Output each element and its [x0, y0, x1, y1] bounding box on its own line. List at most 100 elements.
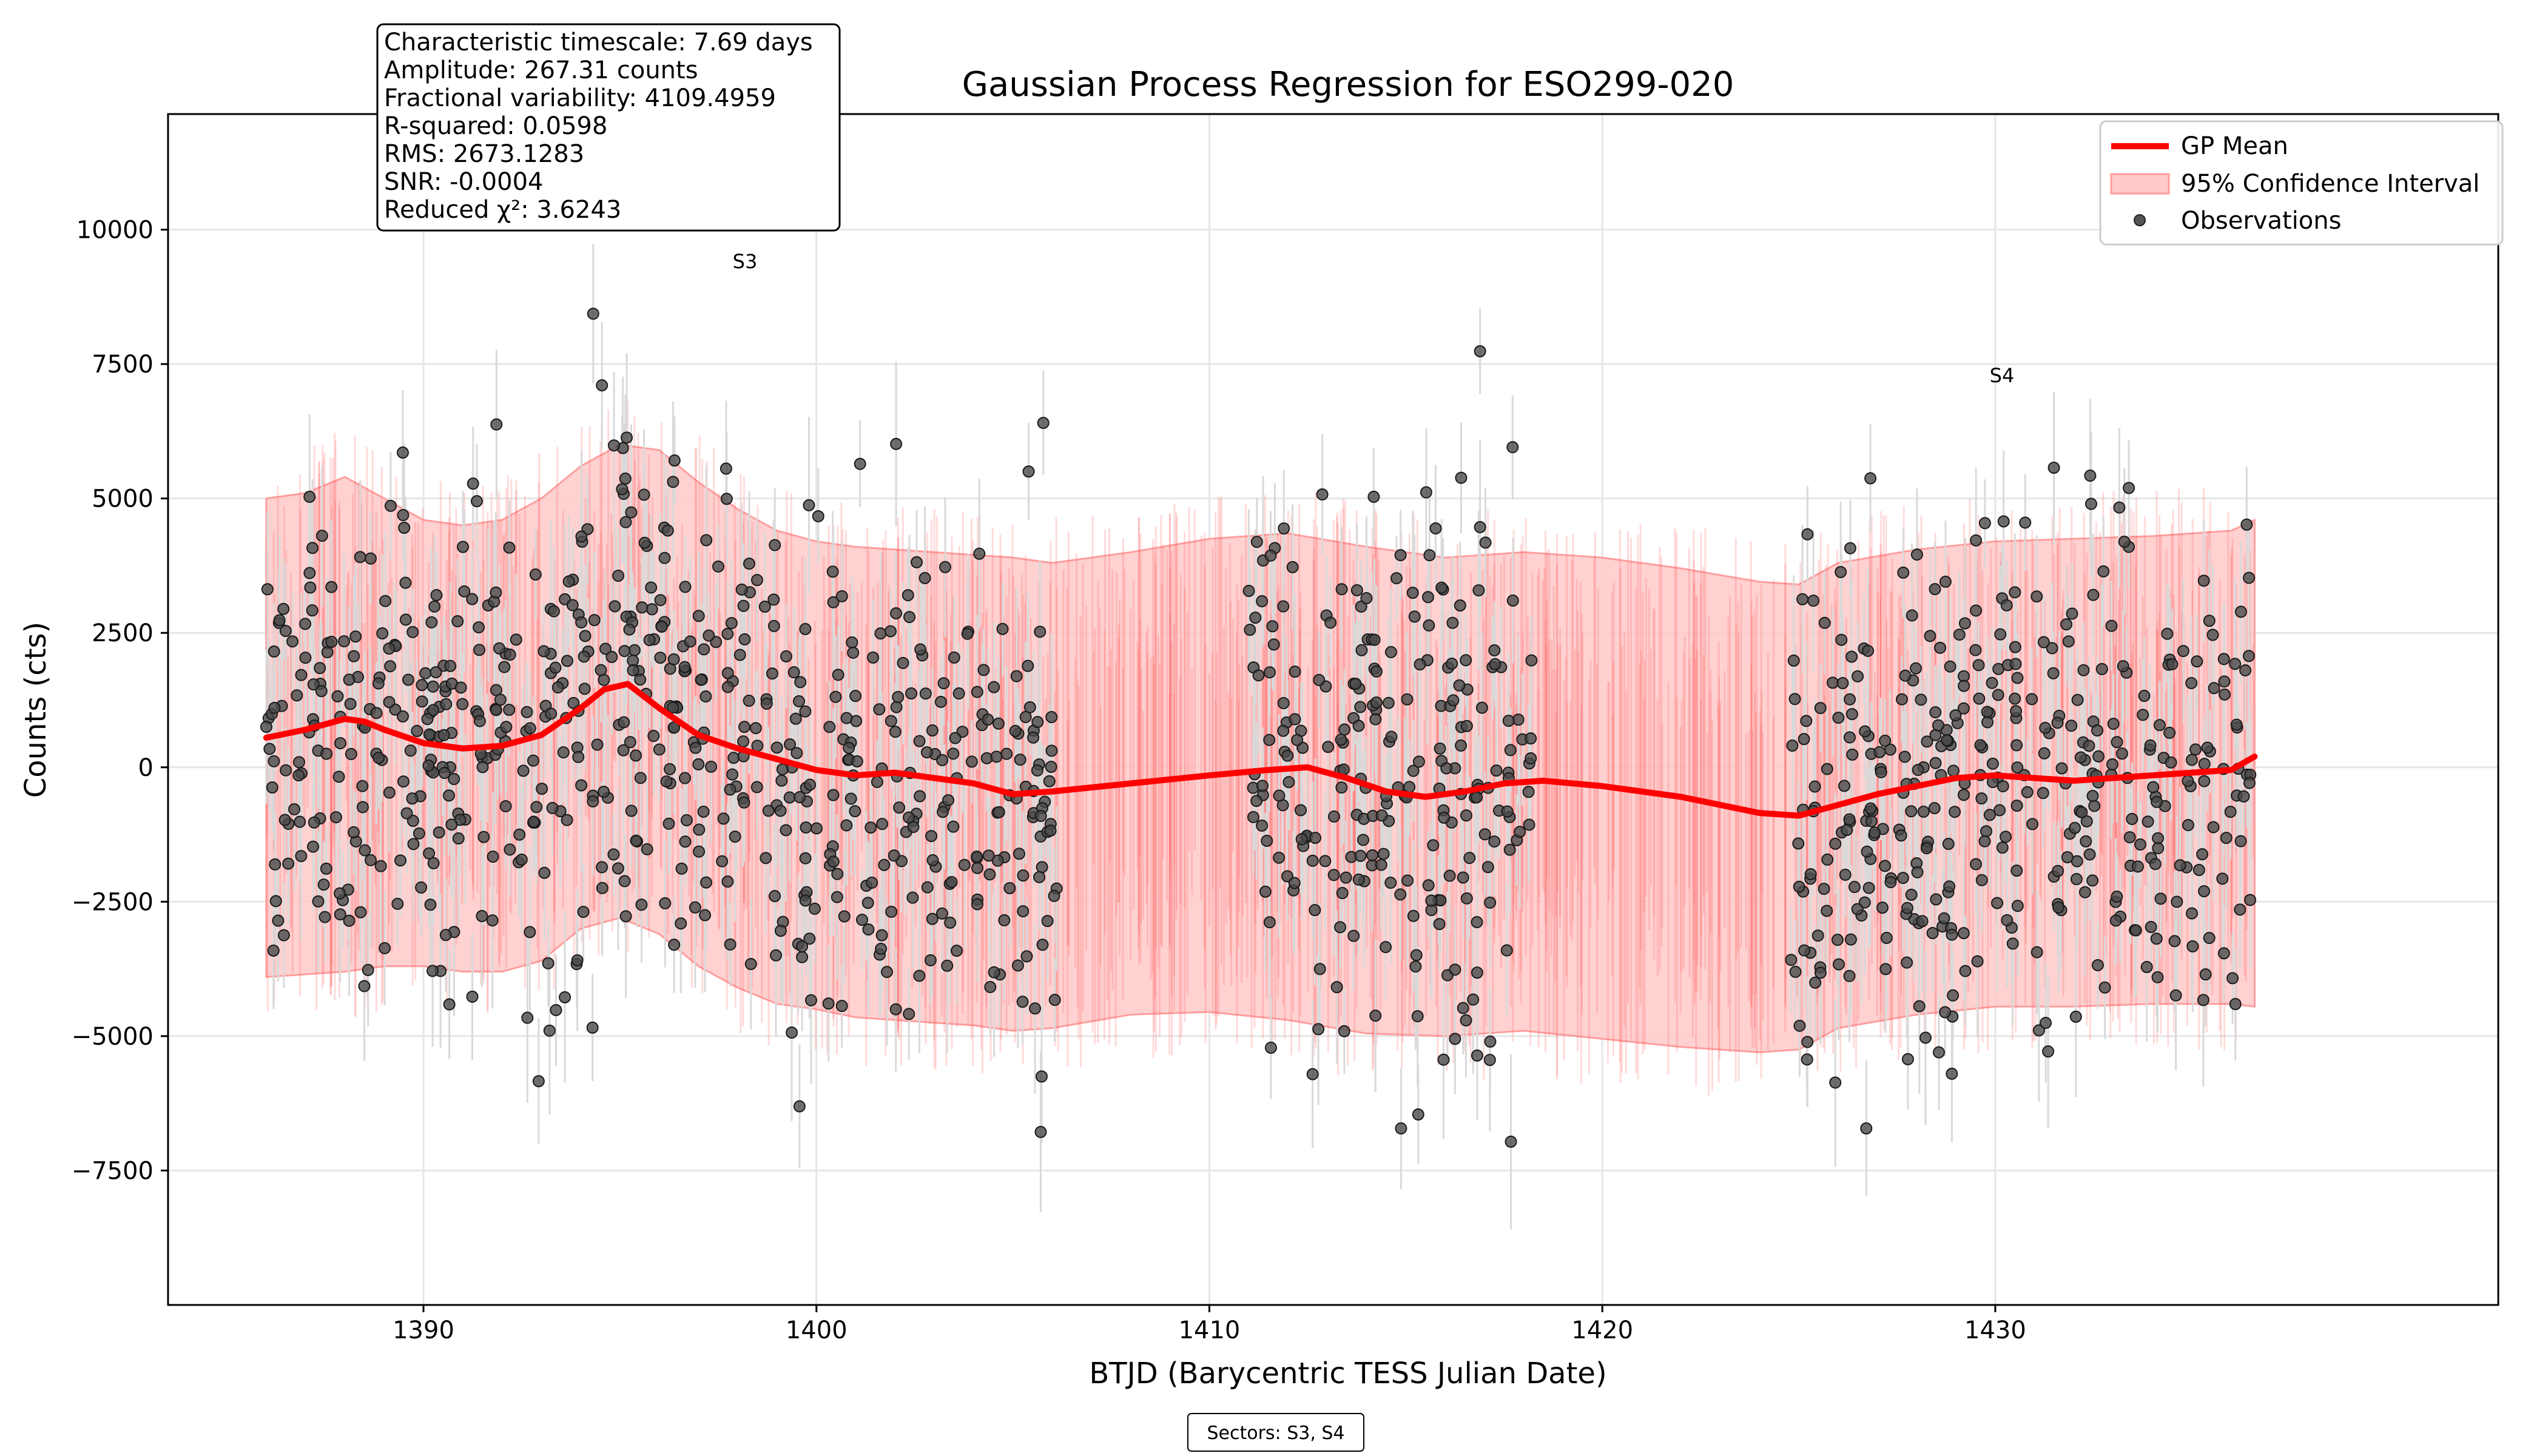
observation-point: [949, 732, 962, 744]
observation-point: [1446, 658, 1458, 670]
observation-point: [466, 990, 479, 1003]
observation-point: [1350, 584, 1363, 596]
observation-point: [1295, 804, 1307, 817]
observation-point: [1328, 810, 1341, 823]
observation-point: [721, 667, 734, 679]
observation-point: [374, 860, 387, 872]
x-tick-label: 1430: [1964, 1316, 2026, 1344]
observation-point: [1880, 932, 1893, 945]
observation-point: [689, 741, 702, 754]
observation-point: [624, 736, 636, 749]
observation-point: [457, 541, 470, 553]
observation-point: [832, 669, 844, 681]
observation-point: [1949, 806, 1961, 818]
observation-point: [692, 610, 705, 622]
observation-point: [1801, 1053, 1813, 1066]
observation-point: [1289, 713, 1301, 726]
observation-point: [1406, 587, 1419, 599]
observation-point: [399, 613, 412, 626]
observation-point: [527, 815, 540, 828]
observation-point: [1829, 837, 1842, 850]
observation-point: [885, 905, 898, 918]
observation-point: [473, 715, 486, 727]
observation-point: [2011, 672, 2024, 684]
y-tick-label: 5000: [92, 485, 153, 513]
observation-point: [2083, 848, 2096, 861]
observation-point: [2074, 751, 2087, 764]
observation-point: [1986, 757, 1999, 770]
observation-point: [1978, 517, 1991, 530]
observation-point: [2192, 864, 2205, 877]
observation-point: [2189, 743, 2202, 756]
observation-point: [1798, 733, 1810, 746]
observation-point: [2113, 501, 2126, 514]
observation-point: [445, 818, 458, 831]
observation-point: [1981, 716, 1994, 729]
observation-point: [400, 807, 413, 820]
observation-point: [1460, 809, 1472, 822]
observation-point: [703, 629, 715, 642]
observation-point: [1036, 939, 1049, 951]
observation-point: [934, 695, 947, 708]
observation-point: [444, 659, 457, 672]
observation-point: [1926, 926, 1939, 939]
observation-point: [2144, 739, 2157, 752]
observation-point: [1901, 902, 1913, 914]
observation-point: [503, 704, 516, 716]
observation-point: [1851, 903, 1864, 915]
observation-point: [612, 862, 624, 875]
observation-point: [1808, 780, 1821, 793]
observation-point: [1970, 604, 1983, 617]
observation-point: [905, 687, 918, 699]
observation-point: [1930, 893, 1943, 906]
observation-point: [1974, 739, 1987, 752]
observation-point: [578, 650, 590, 663]
observation-point: [1938, 912, 1950, 925]
observation-point: [2165, 756, 2177, 769]
observation-point: [599, 642, 612, 655]
observation-point: [897, 656, 909, 669]
x-axis-label: BTJD (Barycentric TESS Julian Date): [1089, 1357, 1606, 1390]
observation-point: [2080, 835, 2092, 848]
observation-point: [1375, 809, 1388, 822]
observation-point: [269, 895, 282, 908]
observation-point: [1924, 630, 1936, 642]
observation-point: [636, 601, 649, 614]
observation-point: [551, 681, 564, 694]
observation-point: [2206, 629, 2219, 641]
observation-point: [2092, 750, 2105, 763]
observation-point: [2199, 968, 2212, 981]
observation-point: [358, 980, 371, 993]
observation-point: [1045, 710, 1058, 723]
observation-point: [1479, 536, 1492, 549]
observation-point: [1289, 666, 1301, 678]
observation-point: [1309, 832, 1322, 844]
observation-point: [1809, 976, 1822, 989]
observation-point: [596, 861, 608, 874]
observation-point: [2117, 660, 2129, 673]
observation-point: [906, 891, 919, 904]
observation-point: [2046, 642, 2058, 655]
observation-point: [538, 645, 550, 658]
observation-point: [889, 1003, 902, 1016]
observation-point: [2242, 650, 2255, 662]
observation-point: [575, 616, 588, 629]
observation-point: [1385, 730, 1398, 743]
observation-point: [268, 755, 280, 767]
observation-point: [2047, 667, 2060, 679]
observation-point: [490, 418, 503, 431]
x-tick-label: 1420: [1571, 1316, 1633, 1344]
observation-point: [473, 621, 485, 634]
observation-point: [320, 862, 332, 875]
observation-point: [588, 614, 601, 627]
observation-point: [1911, 866, 1924, 878]
observation-point: [2224, 806, 2237, 818]
observation-point: [1256, 819, 1269, 832]
observation-point: [874, 627, 887, 640]
observation-point: [890, 437, 903, 450]
observation-point: [2000, 831, 2012, 843]
observation-point: [1484, 896, 1497, 909]
observation-point: [774, 925, 787, 937]
observation-point: [260, 721, 272, 733]
observation-point: [621, 431, 633, 444]
